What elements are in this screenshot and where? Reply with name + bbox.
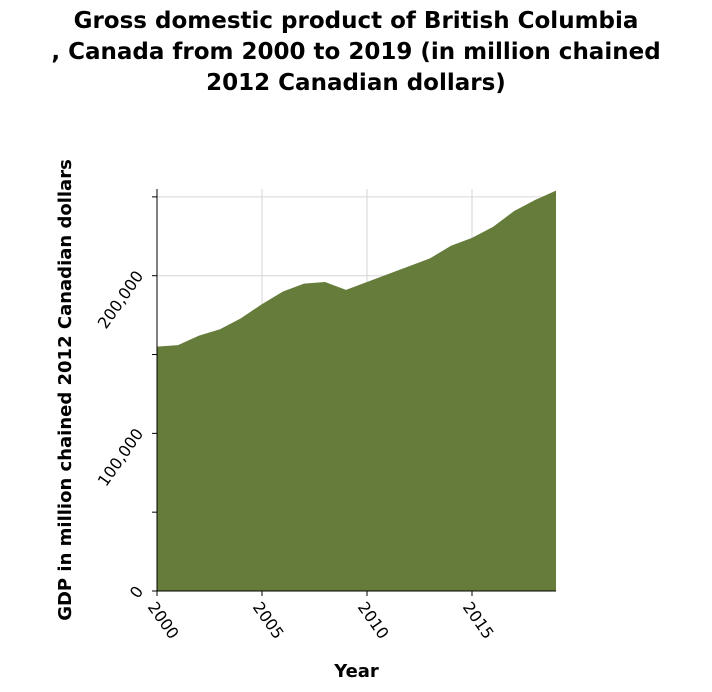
y-axis-title: GDP in million chained 2012 Canadian dol… xyxy=(55,159,76,621)
y-tick-labels: 0 100,000 200,000 xyxy=(94,267,148,602)
x-tick-label: 2015 xyxy=(459,598,498,642)
y-tick-label: 100,000 xyxy=(94,425,148,490)
chart-title: Gross domestic product of British Columb… xyxy=(0,6,712,99)
y-tick-label: 200,000 xyxy=(94,267,148,332)
x-tick-labels: 2000 2005 2010 2015 xyxy=(144,598,498,642)
x-tick-label: 2000 xyxy=(144,598,183,642)
chart-title-line-3: 2012 Canadian dollars) xyxy=(206,70,506,96)
x-tick-label: 2010 xyxy=(354,598,393,642)
x-axis-title: Year xyxy=(333,661,379,682)
chart-title-line-2: , Canada from 2000 to 2019 (in million c… xyxy=(51,39,661,65)
axes xyxy=(152,189,556,596)
x-tick-label: 2005 xyxy=(249,598,288,642)
gdp-area xyxy=(157,190,556,591)
y-tick-label: 0 xyxy=(126,582,147,601)
chart-title-line-1: Gross domestic product of British Columb… xyxy=(73,8,639,34)
